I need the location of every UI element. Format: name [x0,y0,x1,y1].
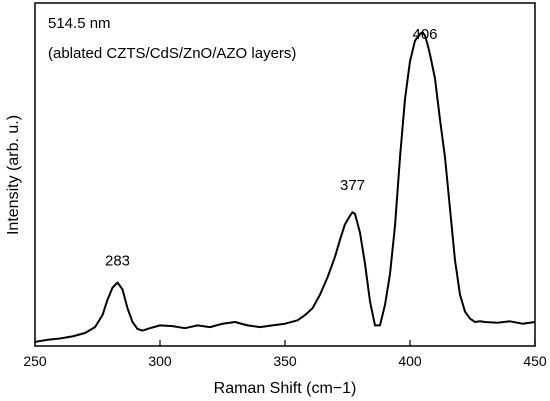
x-tick-label-350: 350 [273,353,297,369]
x-tick-label-250: 250 [23,353,47,369]
peak-label-377: 377 [340,177,365,194]
x-axis-tick-labels: 250 300 350 400 450 [23,353,547,369]
sample-description-annotation: (ablated CZTS/CdS/ZnO/AZO layers) [48,45,296,62]
x-tick-label-400: 400 [398,353,422,369]
x-axis-ticks [34,340,536,346]
peak-labels: 283 377 406 [105,26,438,269]
peak-label-406: 406 [412,26,437,43]
x-tick-label-300: 300 [148,353,172,369]
peak-label-283: 283 [105,252,130,269]
laser-wavelength-annotation: 514.5 nm [48,15,111,32]
spectrum-line [34,31,536,343]
x-axis-title: Raman Shift (cm−1) [214,380,357,397]
x-tick-label-450: 450 [523,353,547,369]
y-axis-title: Intensity (arb. u.) [5,115,22,235]
